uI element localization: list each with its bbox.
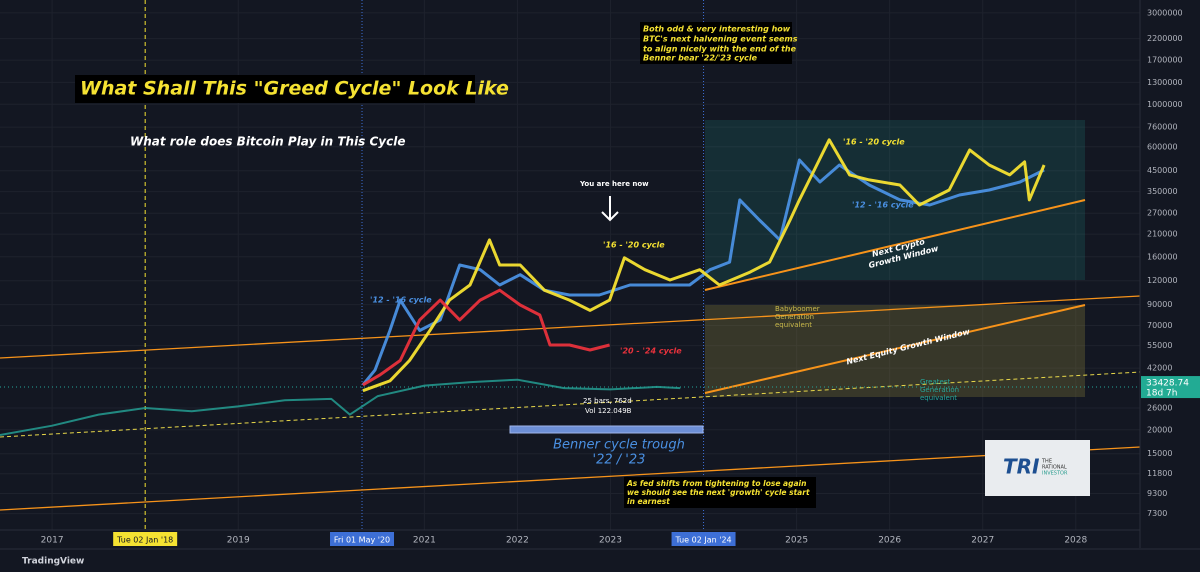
annotation: Benner cycle trough	[553, 438, 685, 453]
plot	[0, 138, 1046, 436]
annotation: Vol 122.049B	[585, 407, 632, 415]
countdown: 18d 7h	[1146, 389, 1177, 399]
annotation: Greatest	[920, 378, 950, 386]
last-price: 33428.74	[1146, 379, 1189, 389]
title: What Shall This "Greed Cycle" Look Like	[80, 78, 509, 100]
y-tick-label: 7300	[1147, 509, 1167, 518]
note-line: we should see the next 'growth' cycle st…	[627, 488, 810, 497]
x-tick-label: 2017	[41, 536, 64, 546]
logo-text: THE	[1041, 459, 1052, 465]
y-tick-label: 760000	[1147, 123, 1178, 132]
series-label: '16 - '20 cycle	[603, 241, 665, 250]
logo-text: RATIONAL	[1042, 465, 1067, 471]
price-box	[1141, 376, 1200, 399]
trend-line	[0, 446, 1141, 511]
x-tick-label: Tue 02 Jan '24	[674, 536, 731, 545]
y-tick-label: 20000	[1147, 425, 1172, 434]
y-tick-label: 1300000	[1147, 78, 1183, 87]
y-tick-label: 120000	[1147, 276, 1178, 285]
annotation: Generation	[920, 386, 959, 394]
x-tick-label: Tue 02 Jan '18	[116, 536, 173, 545]
benner-bar	[509, 425, 704, 434]
y-tick-label: 70000	[1147, 321, 1172, 330]
axes: 3000000 2200000 1700000 1300000 1000000 76000…	[41, 8, 1183, 546]
y-tick-label: 270000	[1147, 209, 1178, 218]
annotation: equivalent	[920, 394, 957, 402]
y-tick-label: 15000	[1147, 449, 1172, 458]
series-label: '12 - '16 cycle	[370, 296, 432, 305]
subtitle: What role does Bitcoin Play in This Cycl…	[130, 135, 406, 149]
y-tick-label: 55000	[1147, 341, 1172, 350]
note-line: Benner bear '22/'23 cycle	[643, 54, 758, 63]
logo-box	[985, 440, 1090, 496]
note-box	[624, 477, 816, 508]
trend-line	[704, 304, 1086, 394]
y-tick-label: 600000	[1147, 142, 1178, 151]
trend-line	[704, 199, 1086, 291]
annotation: You are here now	[579, 180, 649, 188]
x-tick-label: 2028	[1064, 536, 1087, 546]
y-tick-label: 160000	[1147, 252, 1178, 261]
annotation: '22 / '23	[593, 453, 646, 468]
series-line	[0, 378, 681, 436]
logo-mark: TRI	[1003, 455, 1040, 479]
x-tick-label: 2023	[599, 536, 622, 546]
note-line: As fed shifts from tightening to lose ag…	[626, 479, 806, 488]
series-line	[361, 158, 1045, 386]
y-tick-label: 26000	[1147, 403, 1172, 412]
y-tick-label: 11800	[1147, 469, 1172, 478]
y-tick-label: 2200000	[1147, 34, 1183, 43]
x-tick-box	[671, 532, 736, 546]
x-tick-label: 2025	[785, 536, 808, 546]
trend-line	[0, 371, 1141, 438]
x-tick-label: 2026	[878, 536, 901, 546]
y-tick-label: 1700000	[1147, 56, 1183, 65]
crypto-window-box	[705, 120, 1085, 280]
x-tick-label: Fri 01 May '20	[334, 536, 390, 545]
note-line: Both odd & very interesting how	[643, 25, 791, 34]
y-tick-label: 450000	[1147, 166, 1178, 175]
x-tick-box	[113, 532, 178, 546]
y-tick-label: 9300	[1147, 489, 1167, 498]
series-line	[362, 288, 610, 387]
series-label: '12 - '16 cycle	[852, 201, 914, 210]
logo-text: INVESTOR	[1042, 471, 1068, 477]
series-label: '16 - '20 cycle	[843, 138, 905, 147]
series-label: '20 - '24 cycle	[620, 347, 682, 356]
y-tick-label: 42000	[1147, 364, 1172, 373]
y-tick-label: 210000	[1147, 230, 1178, 239]
note-line: to align nicely with the end of the	[643, 45, 797, 54]
x-tick-box	[330, 532, 395, 546]
note-line: BTC's next halvening event seems	[643, 35, 798, 44]
y-tick-label: 90000	[1147, 300, 1172, 309]
y-tick-label: 3000000	[1147, 8, 1183, 17]
grid	[0, 0, 1140, 530]
y-tick-label: 1000000	[1147, 100, 1183, 109]
annotation: equivalent	[775, 321, 812, 329]
note-line: in earnest	[627, 497, 670, 506]
annotation: Babyboomer	[775, 305, 820, 313]
x-tick-label: 2022	[506, 536, 529, 546]
arrow	[601, 211, 619, 222]
note-box	[640, 22, 792, 64]
series-line	[362, 138, 1046, 393]
annotation: 25 bars, 762d	[583, 397, 632, 405]
x-tick-label: 2019	[227, 536, 250, 546]
x-tick-label: 2027	[971, 536, 994, 546]
footer: TradingView	[22, 557, 84, 567]
halving-note: Both odd & very interesting how BTC's ne…	[643, 25, 798, 63]
annotation: Generation	[775, 313, 814, 321]
x-tick-label: 2021	[413, 536, 436, 546]
y-tick-label: 350000	[1147, 187, 1178, 196]
title-box	[75, 75, 475, 103]
trend-line	[0, 295, 1141, 359]
